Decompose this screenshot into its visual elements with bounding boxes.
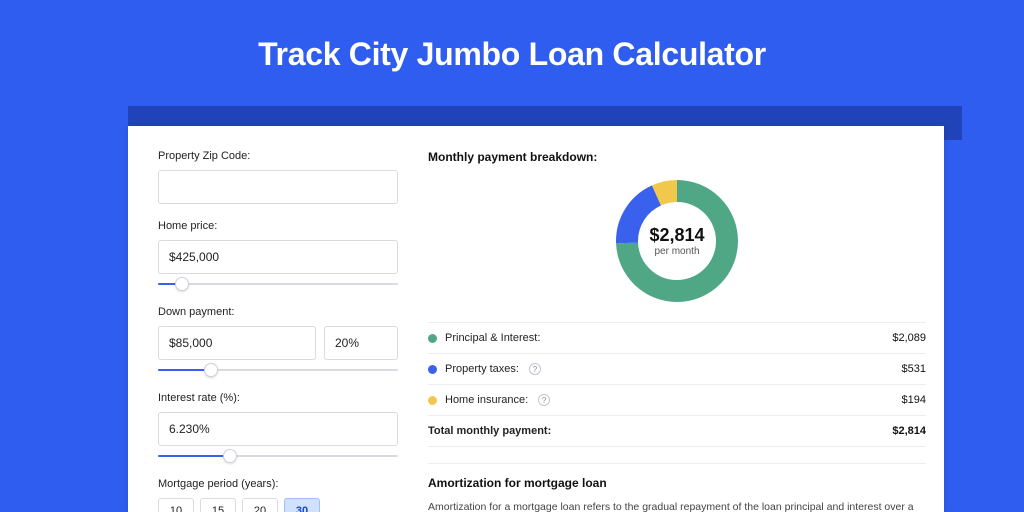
mortgage-period-group: Mortgage period (years): 10 15 20 30 <box>158 478 398 512</box>
legend-dot <box>428 365 437 374</box>
legend-row: Principal & Interest: $2,089 <box>428 322 926 353</box>
down-payment-label: Down payment: <box>158 306 398 318</box>
slider-fill <box>158 455 230 457</box>
down-payment-group: Down payment: <box>158 306 398 378</box>
home-price-input[interactable] <box>158 240 398 274</box>
mortgage-period-option[interactable]: 20 <box>242 498 278 512</box>
form-column: Property Zip Code: Home price: Down paym… <box>158 150 398 512</box>
down-payment-input[interactable] <box>158 326 316 360</box>
legend-left: Principal & Interest: <box>428 332 540 344</box>
mortgage-period-option[interactable]: 10 <box>158 498 194 512</box>
down-payment-row <box>158 326 398 360</box>
mortgage-period-options: 10 15 20 30 <box>158 498 398 512</box>
help-icon[interactable]: ? <box>529 363 541 375</box>
home-price-label: Home price: <box>158 220 398 232</box>
slider-thumb[interactable] <box>175 277 189 291</box>
legend-total-value: $2,814 <box>892 425 926 437</box>
zip-label: Property Zip Code: <box>158 150 398 162</box>
down-payment-percent-input[interactable] <box>324 326 398 360</box>
mortgage-period-label: Mortgage period (years): <box>158 478 398 490</box>
legend: Principal & Interest: $2,089 Property taxe… <box>428 322 926 447</box>
legend-value: $531 <box>902 363 926 375</box>
calculator-card: Property Zip Code: Home price: Down paym… <box>128 126 944 512</box>
interest-rate-input[interactable] <box>158 412 398 446</box>
home-price-slider[interactable] <box>158 278 398 292</box>
legend-left: Property taxes:? <box>428 363 541 375</box>
legend-dot <box>428 396 437 405</box>
slider-track <box>158 283 398 285</box>
mortgage-period-option[interactable]: 30 <box>284 498 320 512</box>
amortization-block: Amortization for mortgage loan Amortizat… <box>428 463 926 512</box>
down-payment-slider[interactable] <box>158 364 398 378</box>
legend-value: $194 <box>902 394 926 406</box>
legend-total-label: Total monthly payment: <box>428 425 551 437</box>
donut-zone: $2,814 per month <box>428 176 926 306</box>
legend-row: Home insurance:? $194 <box>428 384 926 415</box>
breakdown-column: Monthly payment breakdown: $2,814 per mo… <box>428 150 926 512</box>
legend-total-row: Total monthly payment: $2,814 <box>428 415 926 447</box>
donut-sub: per month <box>654 246 699 257</box>
legend-label: Home insurance: <box>445 394 528 406</box>
donut-wrap: $2,814 per month <box>612 176 742 306</box>
legend-dot <box>428 334 437 343</box>
amortization-body: Amortization for a mortgage loan refers … <box>428 500 926 512</box>
legend-value: $2,089 <box>892 332 926 344</box>
interest-rate-group: Interest rate (%): <box>158 392 398 464</box>
amortization-title: Amortization for mortgage loan <box>428 463 926 490</box>
legend-label: Principal & Interest: <box>445 332 540 344</box>
zip-input[interactable] <box>158 170 398 204</box>
donut-amount: $2,814 <box>649 225 704 246</box>
mortgage-period-option[interactable]: 15 <box>200 498 236 512</box>
slider-thumb[interactable] <box>223 449 237 463</box>
interest-rate-label: Interest rate (%): <box>158 392 398 404</box>
page-title: Track City Jumbo Loan Calculator <box>0 0 1024 101</box>
legend-row: Property taxes:? $531 <box>428 353 926 384</box>
interest-rate-slider[interactable] <box>158 450 398 464</box>
breakdown-title: Monthly payment breakdown: <box>428 150 926 164</box>
help-icon[interactable]: ? <box>538 394 550 406</box>
home-price-group: Home price: <box>158 220 398 292</box>
donut-center: $2,814 per month <box>612 176 742 306</box>
stage: Track City Jumbo Loan Calculator Propert… <box>0 0 1024 512</box>
legend-left: Home insurance:? <box>428 394 550 406</box>
zip-group: Property Zip Code: <box>158 150 398 204</box>
legend-label: Property taxes: <box>445 363 519 375</box>
slider-thumb[interactable] <box>204 363 218 377</box>
